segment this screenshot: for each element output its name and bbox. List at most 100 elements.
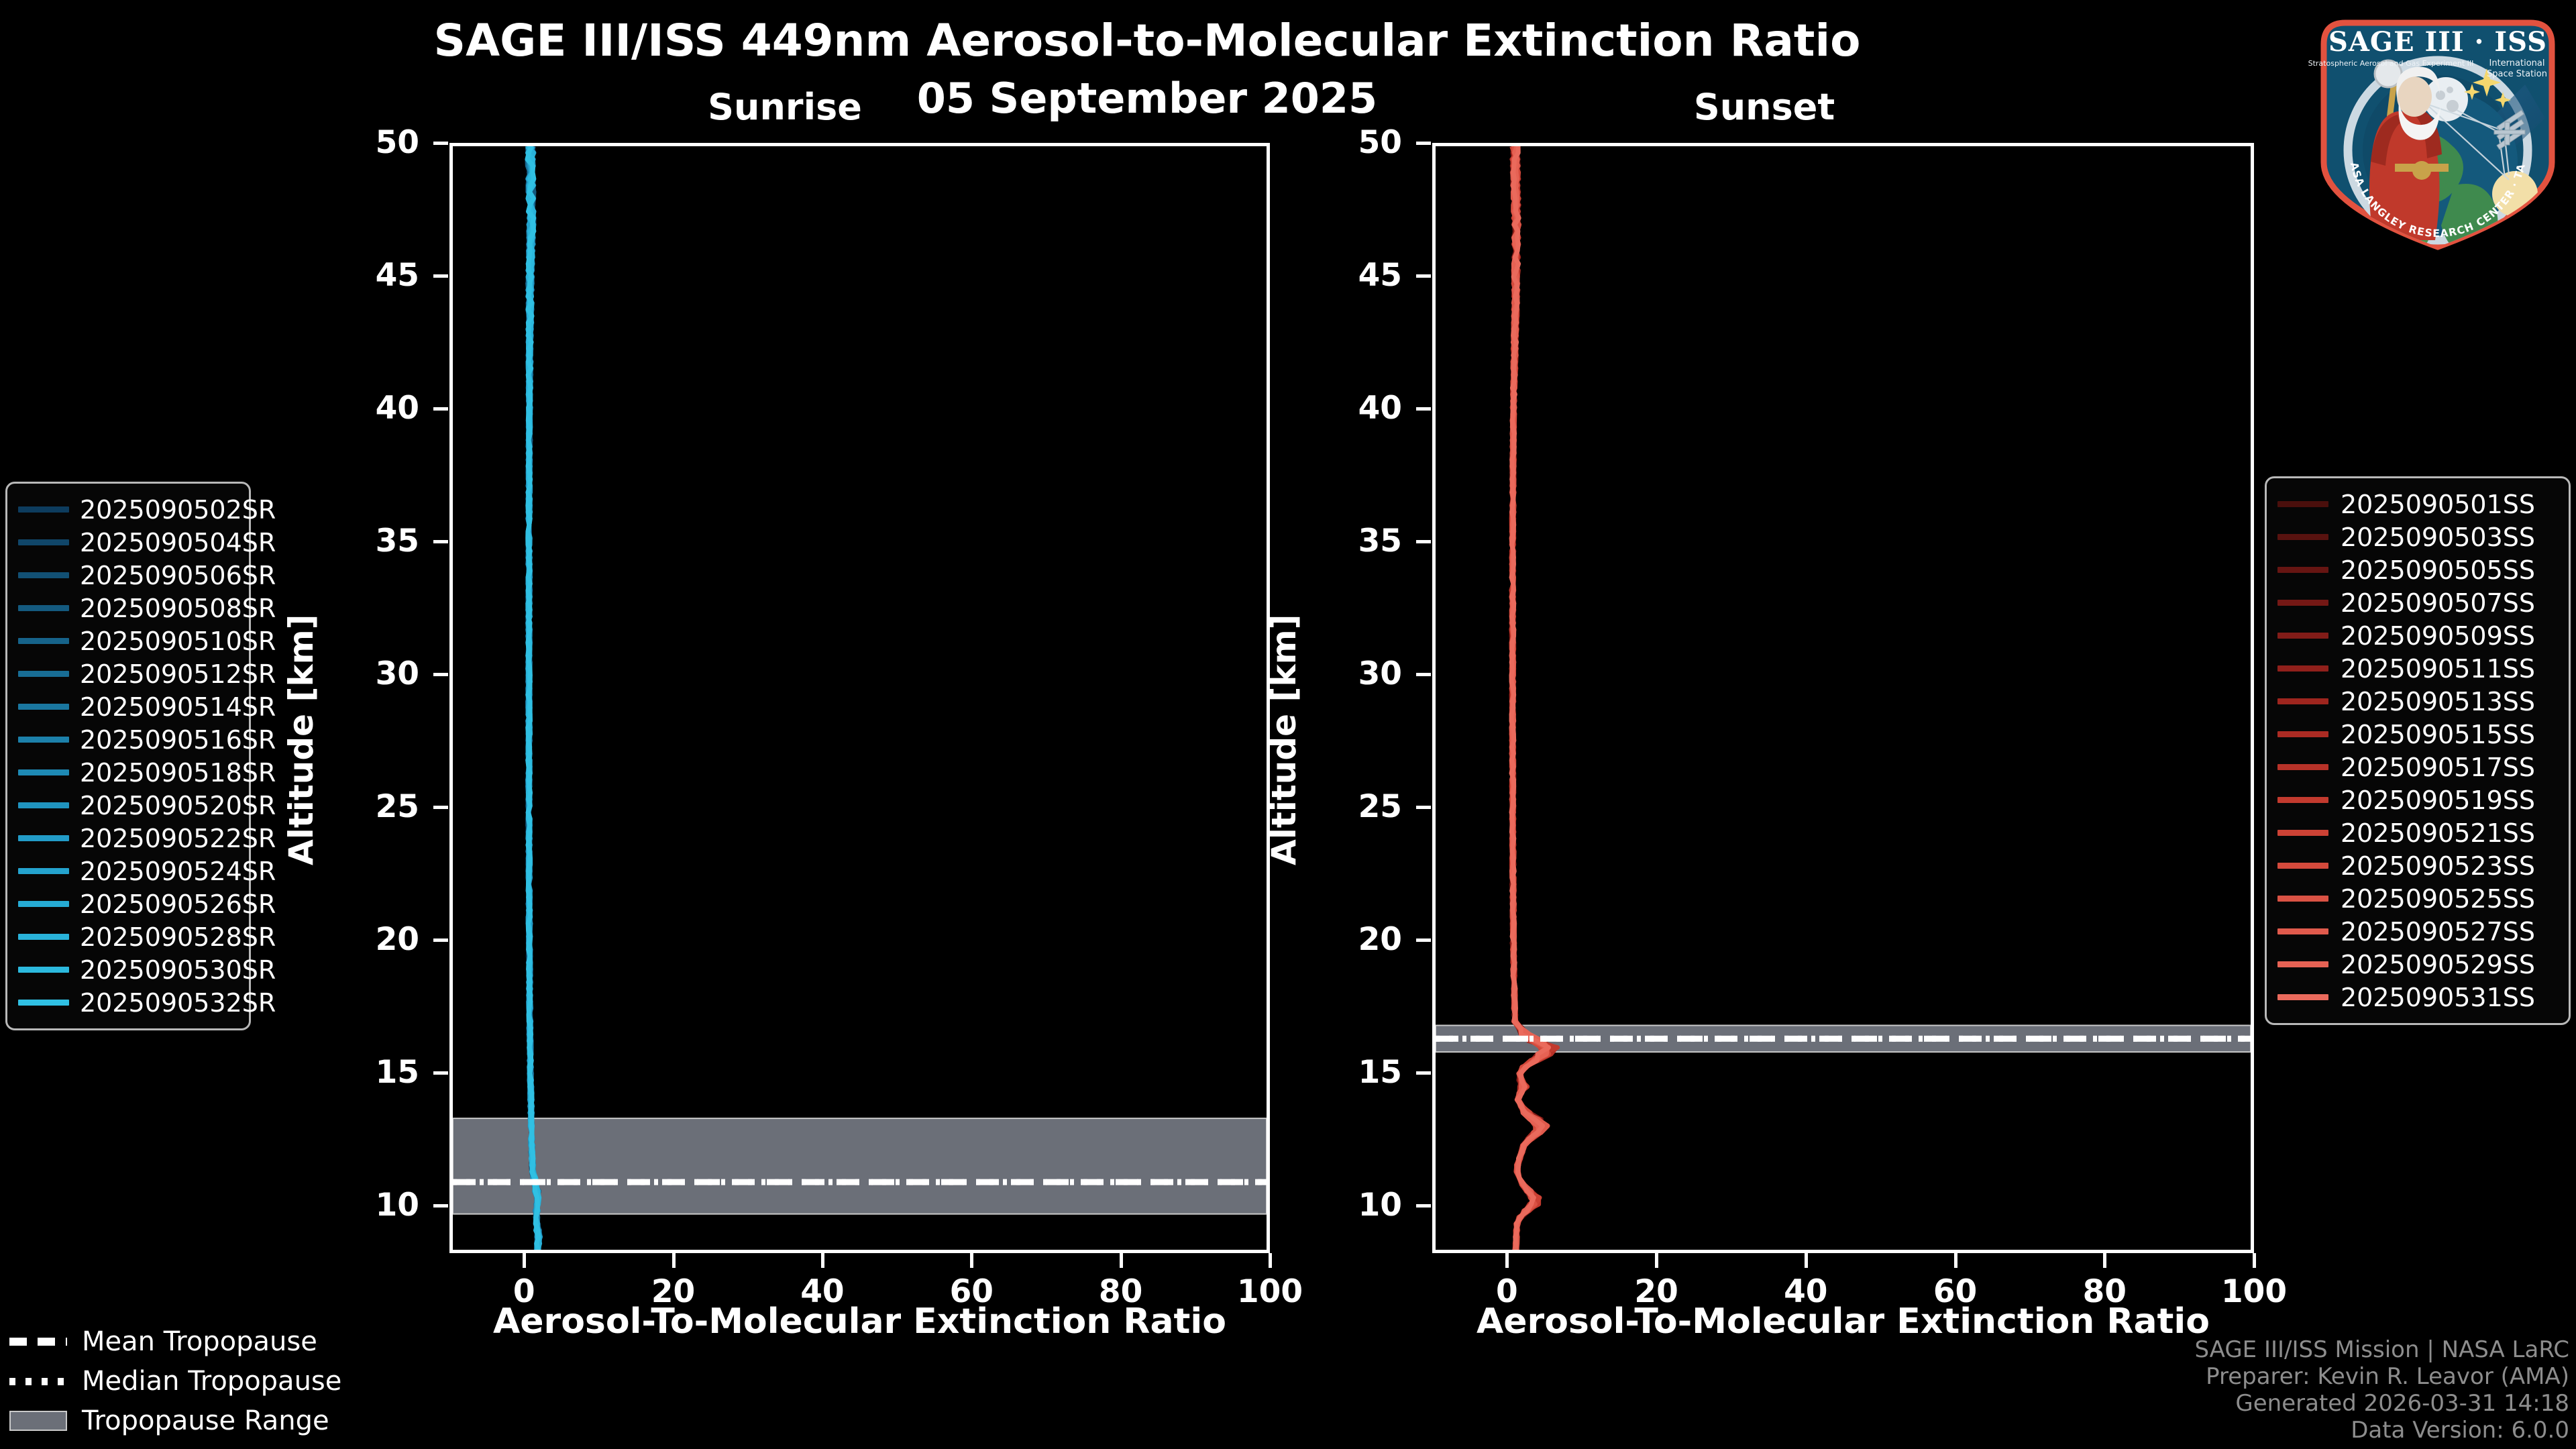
legend-item-median-tropopause[interactable]: Median Tropopause <box>9 1364 341 1397</box>
x-tick-label: 60 <box>949 1273 994 1310</box>
legend-item[interactable]: 2025090523SS <box>2277 849 2558 882</box>
x-tick-mark <box>1119 1253 1123 1268</box>
footer-line-preparer: Preparer: Kevin R. Leavor (AMA) <box>2206 1362 2569 1390</box>
legend-item[interactable]: 2025090532SR <box>18 986 276 1019</box>
legend-item[interactable]: 2025090506SR <box>18 559 276 592</box>
legend-item[interactable]: 2025090504SR <box>18 526 276 559</box>
date-subtitle: 05 September 2025 <box>916 74 1378 123</box>
panel-label-sunset: Sunset <box>1693 86 1835 128</box>
legend-label: 2025090527SS <box>2341 916 2536 947</box>
legend-item[interactable]: 2025090513SS <box>2277 685 2558 718</box>
plot-panel-sunrise[interactable] <box>449 143 1270 1253</box>
legend-label: 2025090513SS <box>2341 686 2536 716</box>
y-tick-label: 35 <box>1358 522 1402 559</box>
legend-item[interactable]: 2025090526SR <box>18 888 276 920</box>
legend-item[interactable]: 2025090518SR <box>18 756 276 789</box>
legend-item[interactable]: 2025090509SS <box>2277 619 2558 652</box>
legend-item[interactable]: 2025090528SR <box>18 920 276 953</box>
legend-item[interactable]: 2025090519SS <box>2277 784 2558 816</box>
patch-subtitle-right-2: Space Station <box>2487 69 2547 79</box>
legend-item[interactable]: 2025090522SR <box>18 822 276 855</box>
y-tick-label: 40 <box>375 389 419 427</box>
x-tick-mark <box>970 1253 974 1268</box>
sunrise-profile-lines <box>525 146 543 1250</box>
x-axis-label-sunset: Aerosol-To-Molecular Extinction Ratio <box>1477 1301 2210 1342</box>
legend-color-swatch <box>2277 665 2328 672</box>
legend-label: 2025090505SS <box>2341 555 2536 585</box>
legend-color-swatch <box>2277 534 2328 540</box>
legend-item[interactable]: 2025090515SS <box>2277 718 2558 751</box>
x-tick-mark <box>1269 1253 1272 1268</box>
patch-subtitle-right-1: International <box>2489 58 2545 68</box>
y-tick-mark <box>433 1071 448 1075</box>
legend-color-swatch <box>2277 994 2328 1000</box>
x-tick-mark <box>672 1253 676 1268</box>
x-tick-label: 40 <box>800 1273 845 1310</box>
y-tick-label: 45 <box>375 256 419 294</box>
legend-label-mean-tropopause: Mean Tropopause <box>82 1326 317 1357</box>
legend-sunset[interactable]: 2025090501SS 2025090503SS 2025090505SS 2025… <box>2265 476 2571 1025</box>
legend-label: 2025090511SS <box>2341 653 2536 684</box>
sunrise-plot-svg <box>453 146 1267 1250</box>
legend-item[interactable]: 2025090503SS <box>2277 521 2558 553</box>
legend-item[interactable]: 2025090514SR <box>18 690 276 723</box>
legend-color-swatch <box>18 901 69 907</box>
y-tick-label: 50 <box>375 124 419 161</box>
x-tick-mark <box>1804 1253 1808 1268</box>
legend-item-mean-tropopause[interactable]: Mean Tropopause <box>9 1325 341 1358</box>
legend-item[interactable]: 2025090529SS <box>2277 948 2558 981</box>
legend-label: 2025090525SS <box>2341 883 2536 914</box>
profile-line <box>525 146 541 1250</box>
sunset-plot-svg <box>1436 146 2251 1250</box>
y-tick-mark <box>433 672 448 676</box>
legend-item[interactable]: 2025090520SR <box>18 789 276 822</box>
legend-label: 2025090521SS <box>2341 818 2536 848</box>
legend-item[interactable]: 2025090525SS <box>2277 882 2558 915</box>
legend-color-swatch <box>18 671 69 677</box>
y-tick-mark <box>1416 938 1431 942</box>
legend-color-swatch <box>2277 501 2328 507</box>
legend-item[interactable]: 2025090521SS <box>2277 816 2558 849</box>
legend-sunrise[interactable]: 2025090502SR 2025090504SR 2025090506SR 2025… <box>5 482 276 1030</box>
legend-label: 2025090530SR <box>80 955 276 985</box>
sage-iii-iss-mission-patch-logo: SAGE III · ISS Stratospheric Aerosol and… <box>2299 0 2572 252</box>
legend-item[interactable]: 2025090517SS <box>2277 751 2558 784</box>
legend-label: 2025090503SS <box>2341 522 2536 552</box>
y-tick-mark <box>1416 142 1431 145</box>
y-tick-mark <box>1416 1071 1431 1075</box>
legend-item[interactable]: 2025090527SS <box>2277 915 2558 948</box>
legend-label: 2025090531SS <box>2341 982 2536 1012</box>
legend-item[interactable]: 2025090512SR <box>18 657 276 690</box>
y-tick-mark <box>1416 672 1431 676</box>
y-axis-label-sunset: Altitude [km] <box>1265 614 1303 865</box>
legend-item[interactable]: 2025090507SS <box>2277 586 2558 619</box>
legend-label: 2025090520SR <box>80 790 276 820</box>
y-tick-label: 15 <box>1358 1053 1402 1091</box>
dotted-line-icon <box>9 1374 67 1389</box>
y-tick-label: 35 <box>375 522 419 559</box>
plot-panel-sunset[interactable] <box>1432 143 2254 1253</box>
legend-color-swatch <box>2277 600 2328 606</box>
legend-item[interactable]: 2025090510SR <box>18 625 276 657</box>
legend-item-tropopause-range[interactable]: Tropopause Range <box>9 1404 341 1437</box>
patch-subtitle-left: Stratospheric Aerosol and Gas Experiment… <box>2308 59 2474 68</box>
legend-item[interactable]: 2025090530SR <box>18 953 276 986</box>
legend-item[interactable]: 2025090524SR <box>18 855 276 888</box>
legend-label: 2025090514SR <box>80 692 276 722</box>
legend-item[interactable]: 2025090511SS <box>2277 652 2558 685</box>
x-tick-label: 0 <box>1496 1273 1518 1310</box>
legend-label: 2025090522SR <box>80 823 276 853</box>
legend-label: 2025090528SR <box>80 922 276 952</box>
legend-item[interactable]: 2025090508SR <box>18 592 276 625</box>
legend-item[interactable]: 2025090531SS <box>2277 981 2558 1014</box>
legend-item[interactable]: 2025090505SS <box>2277 553 2558 586</box>
tropopause-legend[interactable]: Mean Tropopause Median Tropopause Tropop… <box>9 1325 341 1444</box>
legend-item[interactable]: 2025090516SR <box>18 723 276 756</box>
legend-label-median-tropopause: Median Tropopause <box>82 1365 342 1397</box>
y-tick-mark <box>433 142 448 145</box>
legend-item[interactable]: 2025090502SR <box>18 493 276 526</box>
legend-label: 2025090526SR <box>80 889 276 919</box>
legend-color-swatch <box>18 835 69 841</box>
legend-item[interactable]: 2025090501SS <box>2277 488 2558 521</box>
legend-label: 2025090524SR <box>80 856 276 886</box>
